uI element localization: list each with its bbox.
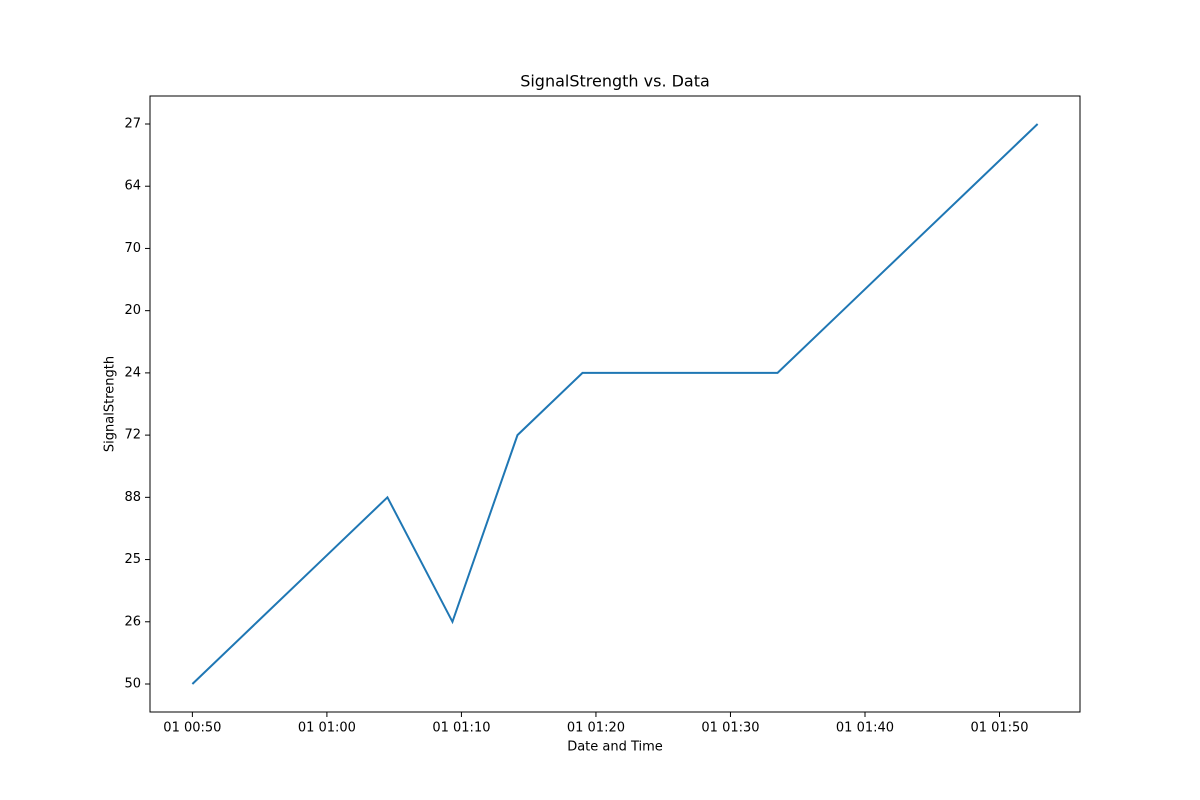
y-tick-label: 50	[124, 677, 141, 692]
plot-frame	[149, 95, 1081, 713]
x-tick-label: 01 00:50	[163, 721, 221, 736]
x-tick-label: 01 01:10	[432, 721, 490, 736]
y-tick-label: 25	[124, 552, 141, 567]
x-tick-label: 01 01:30	[701, 721, 759, 736]
x-tick-label: 01 01:50	[970, 721, 1028, 736]
x-tick-label: 01 01:20	[567, 721, 625, 736]
y-tick-label: 24	[124, 365, 141, 380]
y-tick-label: 72	[124, 428, 141, 443]
y-tick-label: 64	[124, 179, 141, 194]
y-tick-label: 70	[124, 241, 141, 256]
data-line	[191, 123, 1039, 685]
x-tick-label: 01 01:00	[298, 721, 356, 736]
x-axis-label: Date and Time	[567, 740, 663, 755]
y-tick-label: 20	[124, 303, 141, 318]
y-tick-label: 88	[124, 490, 141, 505]
x-tick-label: 01 01:40	[836, 721, 894, 736]
y-tick-label: 27	[124, 117, 141, 132]
y-tick-label: 26	[124, 614, 141, 629]
chart-title: SignalStrength vs. Data	[520, 72, 710, 91]
y-axis-label: SignalStrength	[103, 356, 118, 452]
